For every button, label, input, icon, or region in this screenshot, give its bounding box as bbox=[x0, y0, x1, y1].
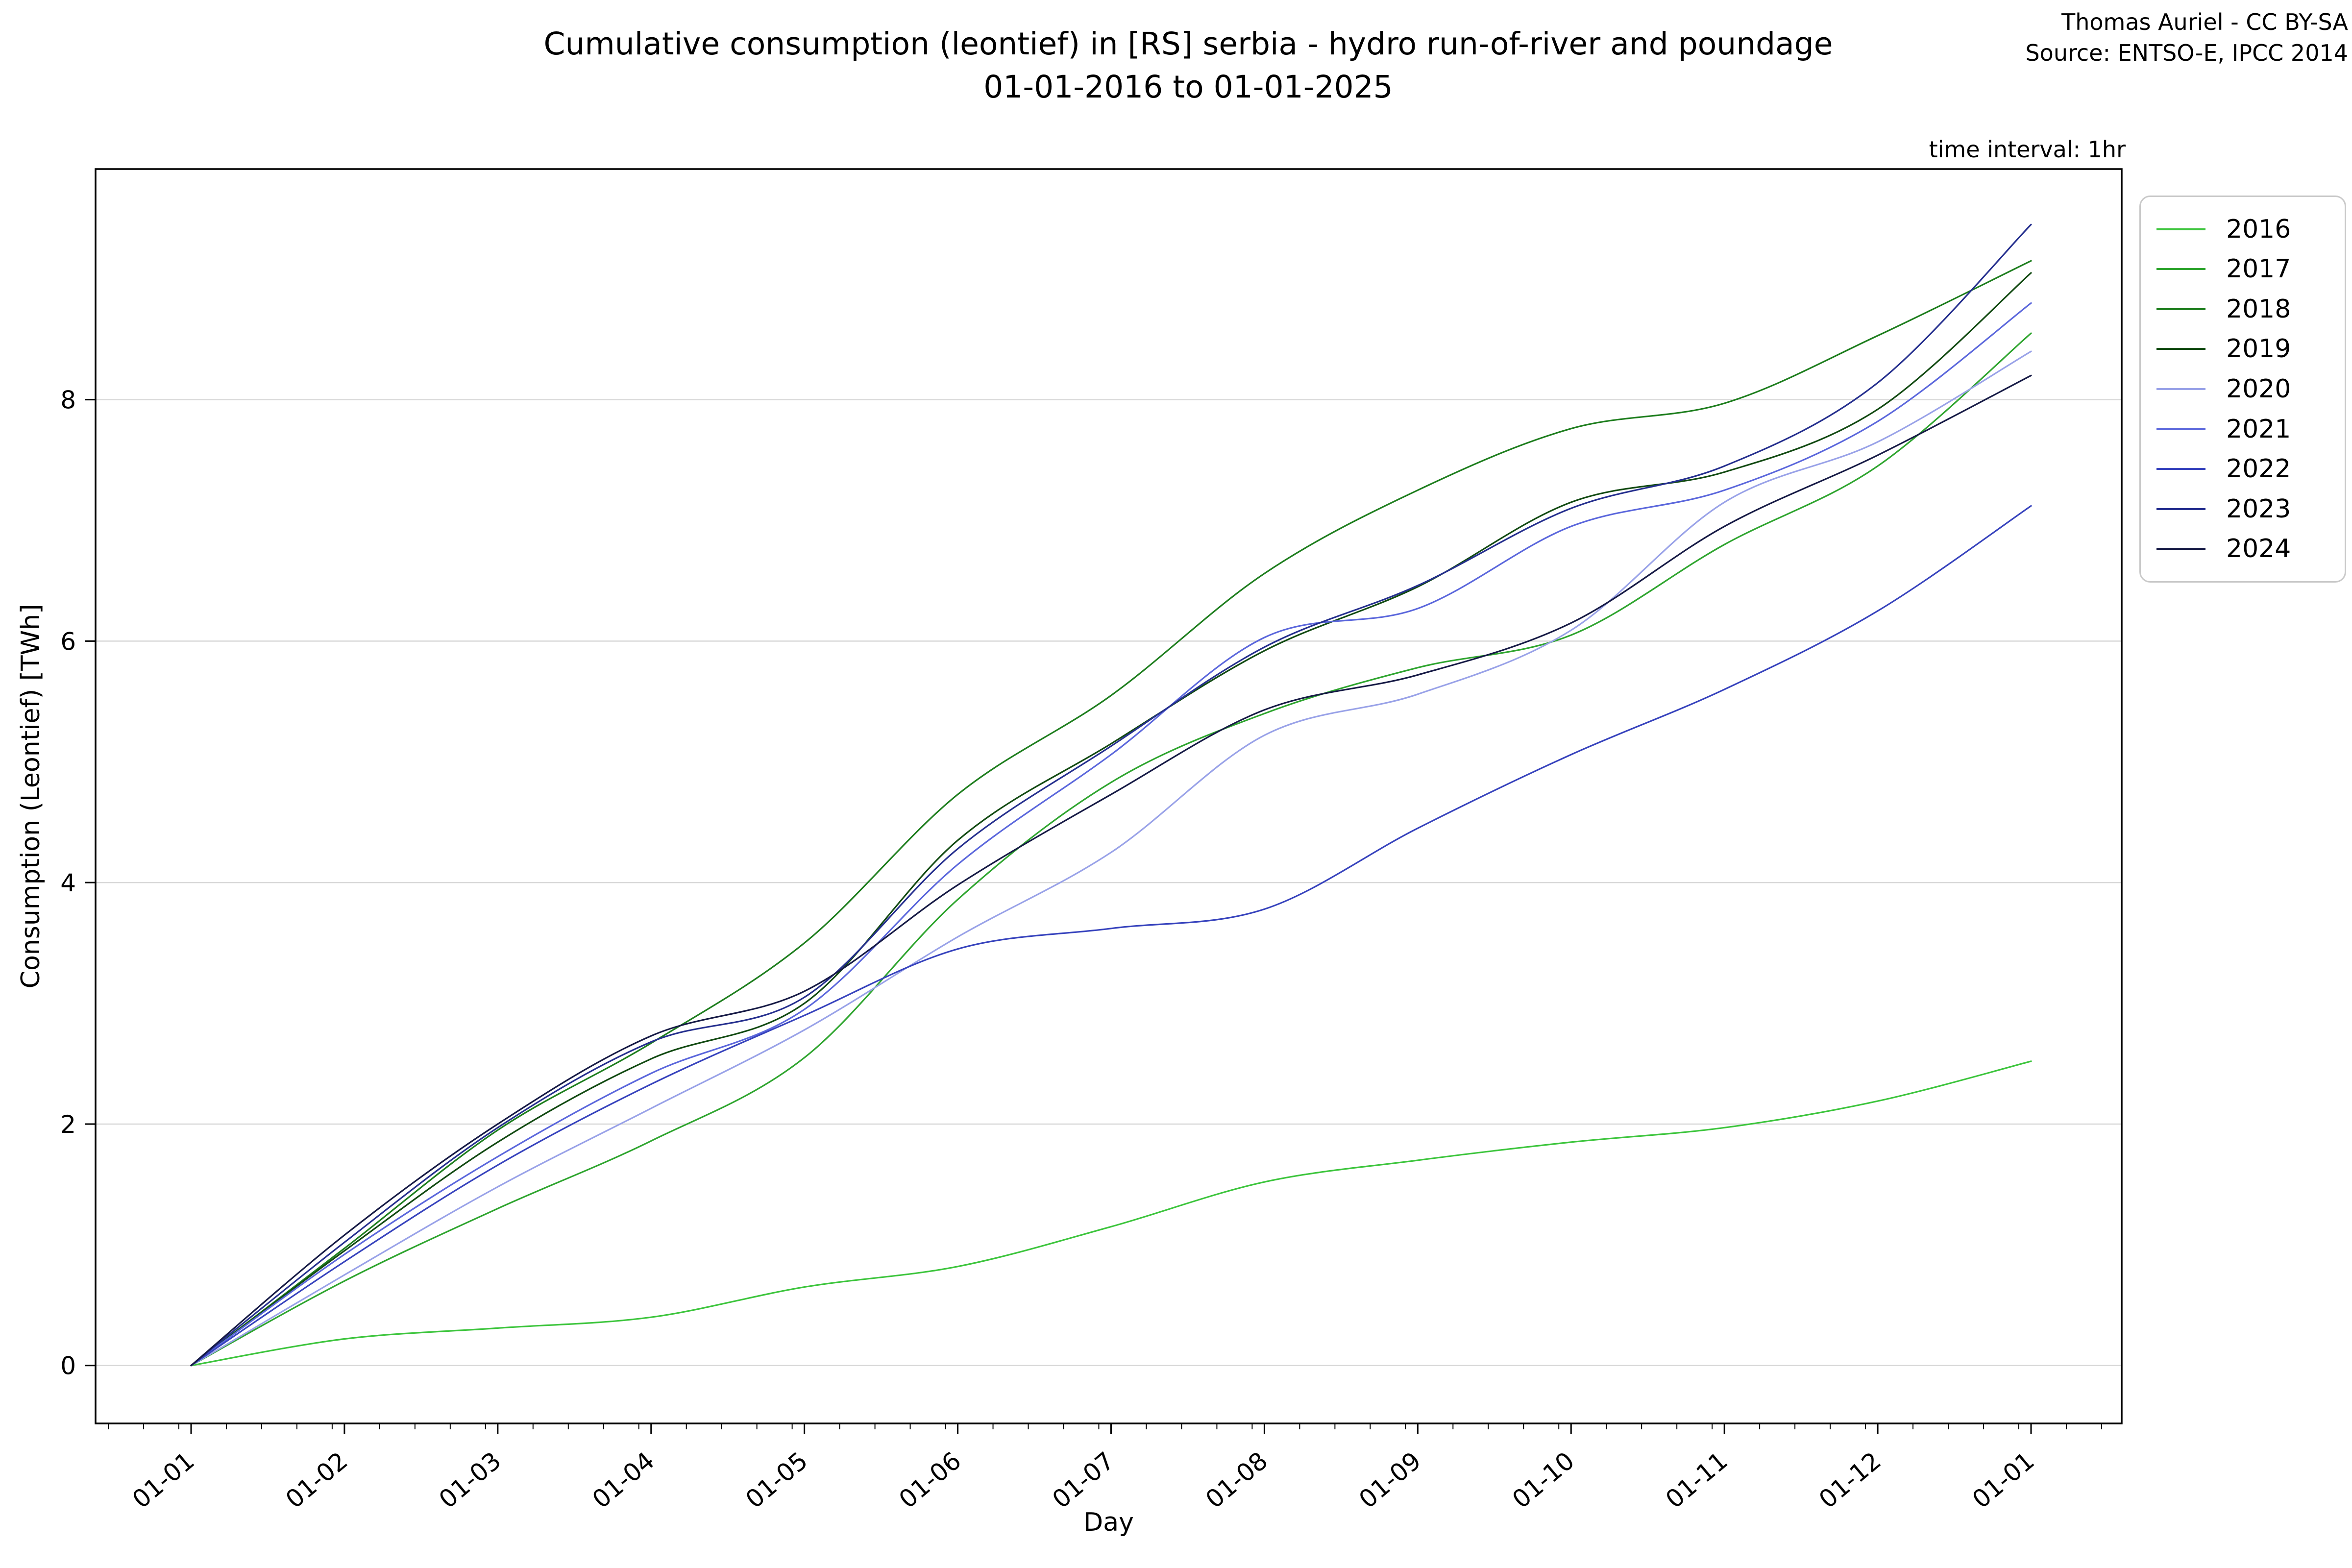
x-tick-label: 01-12 bbox=[1813, 1446, 1886, 1514]
legend-item-label: 2016 bbox=[2226, 214, 2291, 244]
y-axis-label: Consumption (Leontief) [TWh] bbox=[16, 604, 46, 989]
legend-item-2018: 2018 bbox=[2156, 294, 2340, 324]
legend-item-label: 2018 bbox=[2226, 294, 2291, 324]
series-line-2020 bbox=[190, 350, 2032, 1367]
x-tick-label: 01-03 bbox=[434, 1446, 507, 1514]
legend-line-swatch bbox=[2156, 548, 2205, 550]
y-tick-label: 2 bbox=[60, 1110, 76, 1139]
y-tick-label: 4 bbox=[60, 869, 76, 897]
legend-line-swatch bbox=[2156, 308, 2205, 310]
x-tick-label: 01-06 bbox=[894, 1446, 967, 1514]
legend-line-swatch bbox=[2156, 508, 2205, 510]
legend-item-label: 2020 bbox=[2226, 374, 2291, 404]
y-tick-label: 8 bbox=[60, 386, 76, 415]
legend-item-2019: 2019 bbox=[2156, 334, 2340, 364]
x-tick-label: 01-02 bbox=[280, 1446, 353, 1514]
series-line-2021 bbox=[190, 302, 2032, 1367]
x-tick-label: 01-09 bbox=[1353, 1446, 1426, 1514]
chart-legend: 2016 2017 2018 2019 2020 2021 2022 2023 2024 bbox=[2139, 196, 2346, 583]
y-tick-label: 0 bbox=[60, 1352, 76, 1380]
legend-line-swatch bbox=[2156, 348, 2205, 350]
chart-title-line1: Cumulative consumption (leontief) in [RS… bbox=[543, 26, 1833, 62]
legend-line-swatch bbox=[2156, 428, 2205, 430]
x-tick-label: 01-10 bbox=[1507, 1446, 1580, 1514]
legend-item-2016: 2016 bbox=[2156, 215, 2340, 244]
chart-title-line2: 01-01-2016 to 01-01-2025 bbox=[983, 69, 1393, 105]
x-axis-label: Day bbox=[1083, 1508, 1134, 1537]
legend-item-2020: 2020 bbox=[2156, 374, 2340, 404]
legend-item-2024: 2024 bbox=[2156, 534, 2340, 564]
legend-item-2017: 2017 bbox=[2156, 254, 2340, 284]
x-tick-label: 01-11 bbox=[1660, 1446, 1733, 1514]
legend-item-label: 2023 bbox=[2226, 494, 2291, 524]
legend-item-2023: 2023 bbox=[2156, 494, 2340, 524]
attribution: Thomas Auriel - CC BY-SA Source: ENTSO-E… bbox=[2025, 7, 2348, 69]
series-line-2022 bbox=[190, 505, 2032, 1367]
legend-line-swatch bbox=[2156, 468, 2205, 470]
series-line-2019 bbox=[190, 272, 2032, 1367]
legend-item-label: 2017 bbox=[2226, 254, 2291, 284]
legend-line-swatch bbox=[2156, 388, 2205, 390]
legend-item-label: 2022 bbox=[2226, 454, 2291, 484]
legend-item-label: 2024 bbox=[2226, 534, 2291, 564]
x-tick-label: 01-04 bbox=[587, 1446, 660, 1514]
legend-item-label: 2019 bbox=[2226, 334, 2291, 364]
series-line-2017 bbox=[190, 332, 2032, 1367]
x-tick-label: 01-01 bbox=[127, 1446, 200, 1514]
x-tick-label: 01-07 bbox=[1047, 1446, 1120, 1514]
series-line-2016 bbox=[190, 1060, 2032, 1367]
x-tick-label: 01-08 bbox=[1200, 1446, 1274, 1514]
x-tick-label: 01-01 bbox=[1967, 1446, 2040, 1514]
legend-item-2022: 2022 bbox=[2156, 454, 2340, 484]
y-tick-label: 6 bbox=[60, 627, 76, 656]
series-line-2024 bbox=[190, 374, 2032, 1367]
page-title: Cumulative consumption (leontief) in [RS… bbox=[0, 23, 2352, 109]
legend-line-swatch bbox=[2156, 228, 2205, 230]
plot-spines bbox=[95, 168, 2123, 1424]
legend-item-label: 2021 bbox=[2226, 414, 2291, 444]
series-line-2023 bbox=[190, 223, 2032, 1367]
series-line-2018 bbox=[190, 260, 2032, 1367]
attribution-author: Thomas Auriel - CC BY-SA bbox=[2061, 9, 2348, 35]
legend-line-swatch bbox=[2156, 268, 2205, 270]
time-interval-note: time interval: 1hr bbox=[1929, 136, 2126, 163]
x-tick-label: 01-05 bbox=[740, 1446, 813, 1514]
legend-item-2021: 2021 bbox=[2156, 415, 2340, 444]
attribution-source: Source: ENTSO-E, IPCC 2014 bbox=[2025, 40, 2348, 66]
